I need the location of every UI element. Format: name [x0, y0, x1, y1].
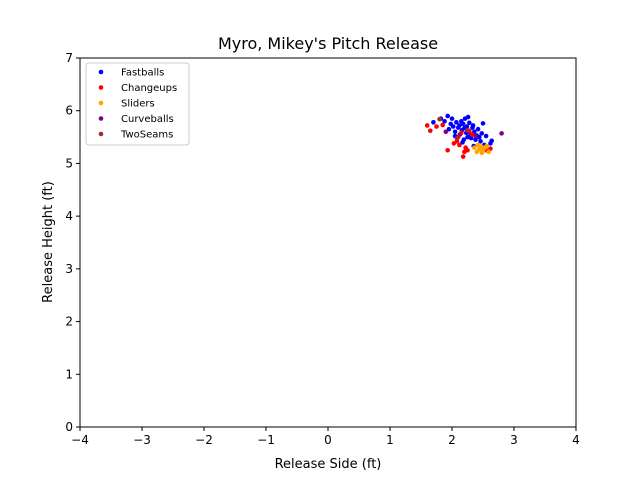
- y-tick-label: 7: [65, 51, 73, 65]
- x-tick-label: 0: [324, 433, 332, 447]
- changeups-point: [428, 128, 433, 134]
- changeups-point: [434, 124, 439, 129]
- y-tick-label: 3: [65, 262, 73, 276]
- y-tick-label: 2: [65, 315, 73, 329]
- legend-marker-twoseams: [98, 131, 104, 137]
- changeups-point: [459, 130, 464, 136]
- changeups-point: [424, 123, 430, 128]
- x-tick-label: −2: [195, 433, 213, 447]
- fastballs-point: [467, 120, 472, 126]
- changeups-point: [465, 147, 470, 153]
- sliders-point: [484, 143, 490, 149]
- fastballs-point: [478, 138, 483, 144]
- legend-label-twoseams: TwoSeams: [120, 130, 173, 141]
- x-axis: −4 −3 −2 −1 0 1 2 3 4: [71, 427, 580, 447]
- fastballs-point: [457, 123, 462, 128]
- fastballs-point: [446, 126, 452, 132]
- chart-title: Myro, Mikey's Pitch Release: [218, 34, 438, 53]
- y-axis: 0 1 2 3 4 5 6 7: [65, 51, 80, 434]
- legend-label-fastballs: Fastballs: [121, 68, 164, 79]
- y-tick-label: 1: [65, 367, 73, 381]
- fastballs-point: [479, 131, 485, 136]
- changeups-point: [445, 147, 450, 153]
- x-tick-label: 1: [386, 433, 394, 447]
- legend-marker-fastballs: [98, 69, 104, 75]
- fastballs-point: [449, 116, 455, 121]
- curveballs-point: [443, 129, 449, 135]
- sliders-point: [486, 149, 491, 155]
- y-axis-label: Release Height (ft): [41, 181, 56, 303]
- fastballs-point: [442, 118, 447, 124]
- changeups-point: [457, 142, 462, 148]
- fastballs-point: [473, 137, 478, 143]
- x-tick-label: 4: [572, 433, 580, 447]
- changeups-point: [460, 154, 466, 159]
- fastballs-point: [460, 121, 466, 127]
- sliders-point: [472, 145, 477, 150]
- y-tick-label: 0: [65, 420, 73, 434]
- x-axis-label: Release Side (ft): [275, 457, 382, 472]
- y-tick-label: 4: [65, 209, 73, 223]
- points-layer: [424, 113, 504, 159]
- fastballs-point: [452, 129, 458, 135]
- y-tick-label: 5: [65, 156, 73, 170]
- fastballs-point: [483, 133, 489, 139]
- changeups-point: [440, 122, 446, 128]
- legend-marker-changeups: [98, 85, 104, 90]
- changeups-point: [469, 132, 475, 137]
- fastballs-point: [480, 121, 486, 126]
- legend-box: [85, 62, 190, 146]
- x-tick-label: 2: [448, 433, 456, 447]
- legend-marker-sliders: [98, 100, 104, 106]
- fastballs-point: [464, 124, 470, 129]
- x-tick-label: 3: [510, 433, 518, 447]
- curveballs-point: [473, 133, 478, 139]
- fastballs-point: [465, 114, 471, 120]
- twoseams-point: [454, 135, 460, 141]
- fastballs-point: [468, 135, 474, 141]
- legend-label-sliders: Sliders: [121, 99, 155, 110]
- fastballs-point: [454, 120, 459, 125]
- fastballs-point: [460, 140, 465, 145]
- sliders-point: [475, 142, 481, 148]
- sliders-point: [479, 150, 485, 156]
- fastballs-point: [431, 120, 436, 125]
- changeups-point: [454, 138, 460, 144]
- legend-label-changeups: Changeups: [121, 83, 177, 94]
- x-tick-label: −1: [257, 433, 275, 447]
- legend-label-curveballs: Curveballs: [121, 114, 174, 125]
- fastballs-point: [450, 124, 456, 129]
- fastballs-point: [489, 138, 494, 144]
- x-tick-label: −4: [71, 433, 89, 447]
- twoseams-point: [437, 116, 442, 122]
- legend-marker-curveballs: [98, 116, 104, 121]
- curveballs-point: [499, 131, 504, 136]
- x-tick-label: −3: [133, 433, 151, 447]
- fastballs-point: [475, 126, 481, 132]
- fastballs-point: [465, 134, 470, 140]
- fastballs-point: [445, 113, 450, 119]
- fastballs-point: [476, 134, 482, 140]
- twoseams-point: [465, 127, 470, 133]
- legend: Fastballs Changeups Sliders Curveballs TwoSe…: [85, 62, 190, 146]
- y-tick-label: 6: [65, 104, 73, 118]
- fastballs-point: [470, 123, 476, 128]
